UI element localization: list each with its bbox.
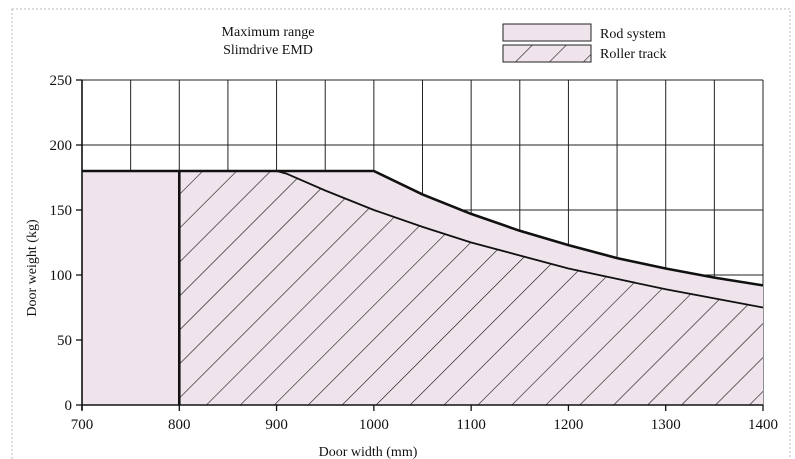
chart-title-line-2: Slimdrive EMD <box>223 43 313 58</box>
line-roller-track <box>179 170 763 309</box>
axes <box>76 79 764 411</box>
y-tick-label: 250 <box>50 73 73 89</box>
x-tick-label: 1400 <box>748 417 778 433</box>
y-tick-labels: 0 50 100 150 200 250 <box>50 73 73 414</box>
y-tick-label: 100 <box>50 268 73 284</box>
x-axis-label: Door width (mm) <box>319 445 418 459</box>
y-axis-label: Door weight (kg) <box>25 219 40 317</box>
x-tick-label: 1100 <box>456 417 485 433</box>
legend-label-rod-system: Rod system <box>600 27 666 42</box>
area-roller-track <box>179 171 763 405</box>
line-rod-system <box>82 169 763 287</box>
x-tick-label: 1000 <box>359 417 389 433</box>
chart-title-line-1: Maximum range <box>222 25 315 40</box>
x-tick-label: 1300 <box>651 417 681 433</box>
x-tick-labels: 700 800 900 1000 1100 1200 1300 1400 <box>71 417 778 433</box>
legend-swatch-roller-track <box>502 44 592 63</box>
x-tick-label: 700 <box>71 417 94 433</box>
y-tick-label: 50 <box>57 333 72 349</box>
x-tick-label: 1200 <box>553 417 583 433</box>
legend-swatch-rod-system <box>502 23 592 42</box>
legend: Rod system Roller track <box>502 23 666 63</box>
x-tick-label: 800 <box>168 417 191 433</box>
legend-label-roller-track: Roller track <box>600 47 666 62</box>
plot-areas <box>82 169 763 405</box>
y-tick-label: 0 <box>65 398 73 414</box>
x-tick-label: 900 <box>265 417 288 433</box>
y-tick-label: 200 <box>50 138 73 154</box>
y-tick-label: 150 <box>50 203 73 219</box>
